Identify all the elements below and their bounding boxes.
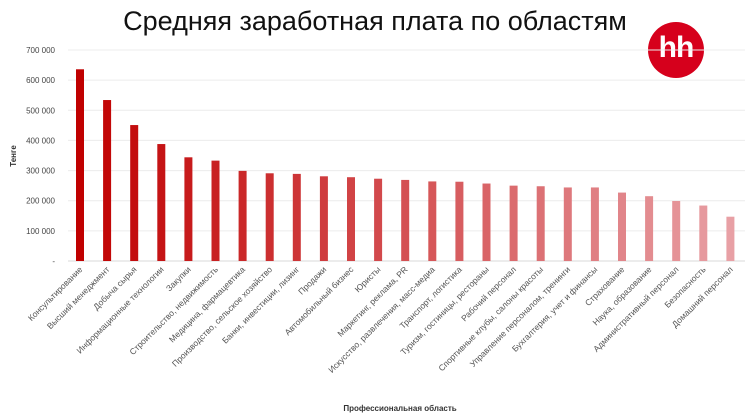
bar [509, 185, 518, 261]
bar [726, 216, 735, 261]
y-tick-label: - [52, 257, 55, 266]
bar [292, 173, 301, 261]
y-tick-label: 200 000 [26, 197, 55, 206]
bar [590, 187, 599, 261]
bar [428, 181, 437, 261]
bar [157, 144, 166, 261]
y-tick-label: 300 000 [26, 167, 55, 176]
bar [645, 196, 654, 261]
bar [211, 160, 220, 261]
y-tick-label: 700 000 [26, 46, 55, 55]
bar [455, 181, 464, 261]
y-tick-label: 500 000 [26, 106, 55, 115]
bar [184, 157, 193, 261]
y-axis-label: Тенге [9, 145, 18, 167]
bar [76, 69, 84, 261]
bar [319, 176, 328, 261]
chart-title: Средняя заработная плата по областям [123, 6, 627, 36]
bar [482, 183, 491, 261]
bar [699, 205, 708, 261]
bar [672, 201, 681, 261]
bar [618, 192, 626, 261]
bar [265, 173, 274, 261]
bar [374, 178, 383, 261]
y-tick-label: 400 000 [26, 136, 55, 145]
y-tick-label: 100 000 [26, 227, 55, 236]
y-tick-label: 600 000 [26, 76, 55, 85]
x-axis-label: Профессиональная область [343, 404, 456, 413]
bar [401, 179, 410, 261]
bar [130, 125, 139, 261]
bar [347, 177, 355, 261]
bar [563, 187, 572, 261]
category-label: Управление персоналом, тренинги [468, 264, 573, 369]
bar [238, 170, 247, 261]
category-label: Производство, сельское хозяйство [170, 264, 274, 368]
bar [103, 100, 112, 261]
bar [536, 186, 545, 261]
